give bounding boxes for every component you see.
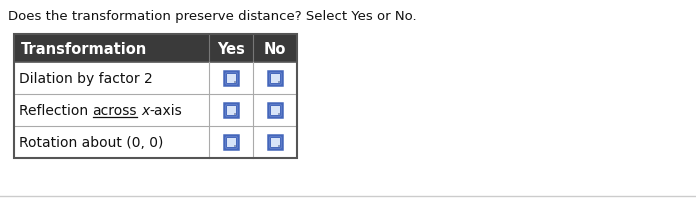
Bar [14,35,297,158]
Bar [14,94,297,126]
Bar [270,137,280,147]
Bar [270,105,280,115]
Bar [224,135,238,149]
Bar [226,137,236,147]
Text: Reflection: Reflection [19,103,93,118]
Text: x: x [141,103,150,118]
Bar [224,103,238,118]
Bar [14,126,297,158]
Bar [224,72,238,86]
Text: -axis: -axis [150,103,182,118]
Text: Transformation: Transformation [21,41,148,56]
Bar [268,103,282,118]
Bar [234,145,236,147]
Bar [278,145,280,147]
Bar [268,135,282,149]
Bar [270,74,280,84]
Text: Does the transformation preserve distance? Select Yes or No.: Does the transformation preserve distanc… [8,10,417,23]
Bar [234,82,236,84]
Bar [14,35,297,63]
Bar [226,105,236,115]
Text: Rotation about (0, 0): Rotation about (0, 0) [19,135,164,149]
Text: Yes: Yes [217,41,245,56]
Bar [268,72,282,86]
Bar [278,82,280,84]
Bar [278,113,280,115]
Text: across: across [93,103,137,118]
Bar [226,74,236,84]
Bar [14,63,297,94]
Text: No: No [264,41,286,56]
Bar [234,113,236,115]
Text: Dilation by factor 2: Dilation by factor 2 [19,72,152,86]
